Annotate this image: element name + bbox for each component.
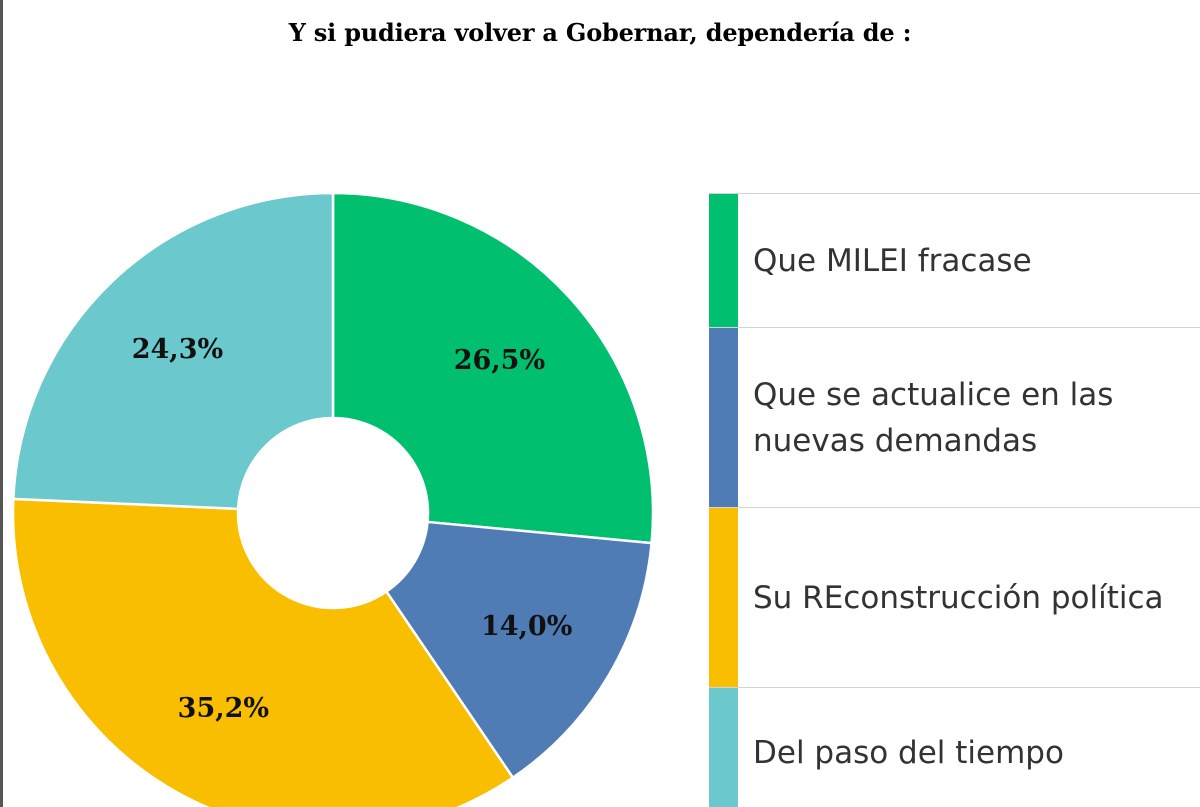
donut-chart: 26,5% 14,0% 35,2% 24,3% (11, 191, 655, 807)
donut-slice-1 (331, 191, 655, 545)
slice-value-label: 26,5% (454, 345, 545, 376)
chart-title: Y si pudiera volver a Gobernar, depender… (288, 18, 912, 47)
chart-legend: Que MILEI fracase Que se actualice en la… (709, 193, 1200, 807)
legend-label: Su REconstrucción política (753, 579, 1164, 616)
slice-value-label: 24,3% (132, 334, 223, 365)
legend-label: Del paso del tiempo (753, 734, 1064, 771)
donut-slice-4 (12, 191, 335, 511)
legend-item-del-paso-del-tiempo: Del paso del tiempo (709, 687, 1200, 807)
donut-slice-3 (11, 497, 515, 807)
left-border (0, 0, 3, 807)
legend-swatch (709, 328, 738, 507)
legend-item-que-se-actualice: Que se actualice en las nuevas demandas (709, 327, 1200, 507)
legend-swatch (709, 688, 738, 807)
donut-slice-2 (384, 520, 653, 780)
legend-swatch (709, 508, 738, 687)
legend-label: Que MILEI fracase (753, 242, 1032, 279)
legend-label: Que se actualice en las nuevas demandas (753, 376, 1114, 459)
slice-value-label: 14,0% (481, 611, 572, 642)
legend-swatch (709, 194, 738, 327)
legend-item-que-milei-fracase: Que MILEI fracase (709, 193, 1200, 327)
legend-item-su-reconstruccion: Su REconstrucción política (709, 507, 1200, 687)
slice-value-label: 35,2% (178, 693, 269, 724)
